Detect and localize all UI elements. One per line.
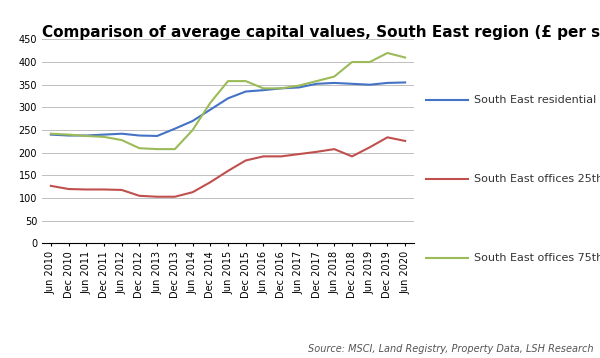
South East offices 75th pc [154,147,161,151]
South East residential [224,96,232,101]
Text: Source: MSCI, Land Registry, Property Data, LSH Research: Source: MSCI, Land Registry, Property Da… [308,344,594,354]
South East residential [260,88,267,92]
Text: South East residential: South East residential [474,95,596,105]
South East offices 25th pc [242,158,250,163]
Line: South East offices 75th pc: South East offices 75th pc [51,53,405,149]
South East offices 25th pc [260,154,267,159]
South East offices 25th pc [384,135,391,140]
South East residential [189,119,196,123]
Text: South East offices 25th pc: South East offices 25th pc [474,174,600,184]
South East offices 75th pc [47,131,55,136]
South East residential [65,134,72,138]
South East offices 25th pc [206,180,214,184]
South East residential [331,81,338,85]
South East offices 25th pc [154,195,161,199]
South East residential [136,134,143,138]
South East offices 75th pc [260,86,267,91]
Text: South East offices 75th pc: South East offices 75th pc [474,253,600,263]
South East residential [313,82,320,86]
South East offices 25th pc [224,169,232,173]
South East offices 25th pc [349,154,356,159]
South East offices 25th pc [295,152,302,156]
South East offices 25th pc [83,187,90,192]
South East residential [47,132,55,137]
South East offices 25th pc [401,139,409,143]
South East offices 75th pc [366,60,373,64]
South East offices 75th pc [100,135,107,139]
South East offices 75th pc [313,79,320,83]
South East offices 75th pc [171,147,178,151]
South East offices 75th pc [206,101,214,105]
South East offices 75th pc [295,83,302,88]
South East offices 75th pc [118,138,125,142]
South East offices 25th pc [313,150,320,154]
South East offices 25th pc [47,184,55,188]
South East residential [349,82,356,86]
South East offices 25th pc [366,145,373,149]
South East offices 25th pc [278,154,285,159]
South East offices 75th pc [278,86,285,91]
South East residential [118,131,125,136]
South East offices 75th pc [384,51,391,55]
South East residential [401,80,409,84]
South East residential [242,90,250,94]
South East residential [384,81,391,85]
South East offices 75th pc [242,79,250,83]
South East offices 25th pc [100,187,107,192]
South East offices 75th pc [224,79,232,83]
Line: South East residential: South East residential [51,82,405,136]
South East offices 75th pc [401,55,409,60]
South East offices 75th pc [189,128,196,132]
South East offices 75th pc [83,134,90,138]
South East residential [278,86,285,91]
Line: South East offices 25th pc: South East offices 25th pc [51,137,405,197]
South East offices 75th pc [65,132,72,137]
South East residential [100,132,107,137]
South East offices 75th pc [136,146,143,150]
South East residential [154,134,161,138]
South East offices 25th pc [65,187,72,191]
South East residential [295,85,302,90]
South East offices 75th pc [331,74,338,79]
South East offices 25th pc [189,190,196,194]
South East residential [366,83,373,87]
South East offices 25th pc [136,194,143,198]
South East offices 25th pc [331,147,338,151]
South East residential [206,107,214,112]
South East offices 25th pc [171,195,178,199]
South East residential [83,134,90,138]
South East offices 75th pc [349,60,356,64]
South East residential [171,127,178,131]
Text: Comparison of average capital values, South East region (£ per sq ft): Comparison of average capital values, So… [42,25,600,40]
South East offices 25th pc [118,188,125,192]
